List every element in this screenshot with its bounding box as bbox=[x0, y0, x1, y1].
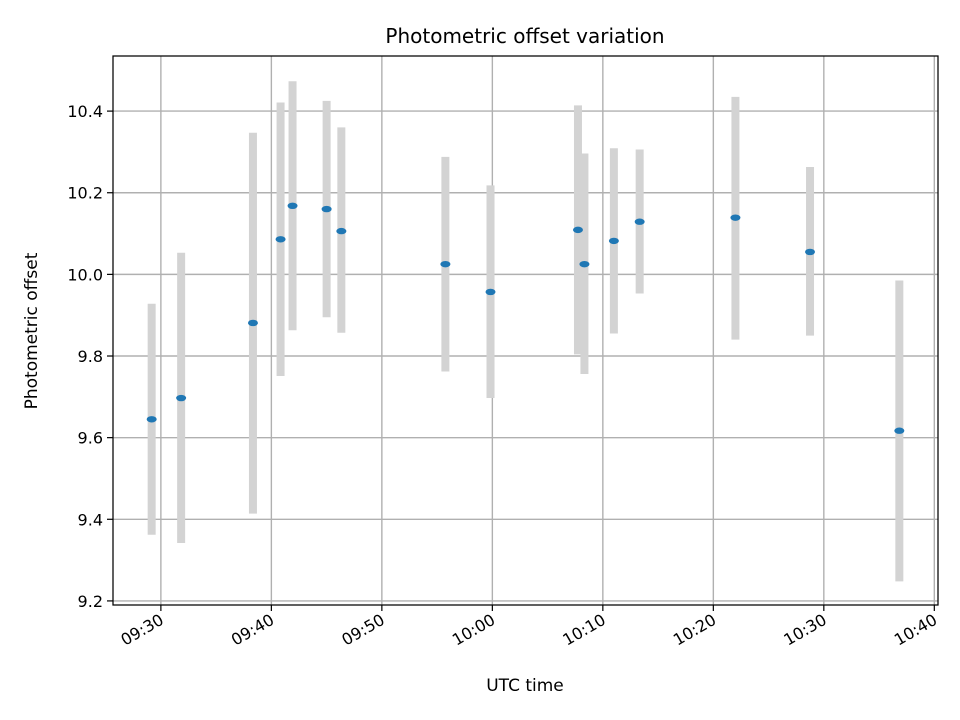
data-point bbox=[440, 260, 451, 268]
data-point bbox=[579, 260, 590, 268]
y-tick-label: 9.4 bbox=[78, 510, 103, 529]
data-point bbox=[336, 227, 347, 235]
data-point bbox=[894, 427, 905, 434]
y-tick-label: 10.0 bbox=[67, 265, 103, 284]
y-tick-label: 9.8 bbox=[78, 347, 103, 366]
y-axis-title: Photometric offset bbox=[22, 252, 42, 409]
data-point bbox=[321, 205, 332, 213]
data-point bbox=[146, 416, 157, 423]
y-tick-label: 9.6 bbox=[78, 429, 103, 448]
y-tick-label: 9.2 bbox=[78, 592, 103, 611]
data-point bbox=[608, 237, 619, 245]
data-point bbox=[287, 202, 298, 210]
data-point bbox=[247, 319, 258, 327]
data-point bbox=[805, 248, 816, 256]
data-point bbox=[730, 214, 741, 221]
x-axis-title: UTC time bbox=[486, 676, 564, 696]
y-tick-label: 10.2 bbox=[67, 184, 103, 203]
data-point bbox=[485, 288, 496, 296]
data-points bbox=[146, 202, 905, 434]
data-point bbox=[176, 394, 187, 402]
data-point bbox=[572, 226, 583, 234]
data-point bbox=[634, 218, 645, 225]
y-tick-label: 10.4 bbox=[67, 102, 103, 121]
grid bbox=[113, 56, 938, 605]
data-point bbox=[275, 236, 286, 243]
chart-title: Photometric offset variation bbox=[385, 24, 664, 48]
plot-area-frame bbox=[112, 55, 939, 606]
